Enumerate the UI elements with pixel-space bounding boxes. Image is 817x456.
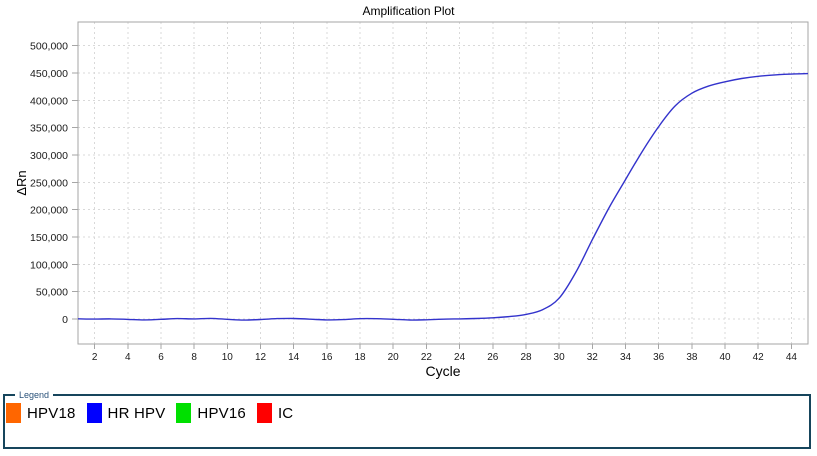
y-tick-label: 450,000 <box>30 68 68 80</box>
x-tick-label: 38 <box>686 352 698 363</box>
chart-title: Amplification Plot <box>362 4 455 18</box>
hpv18-color-swatch <box>6 403 21 423</box>
x-tick-label: 14 <box>288 352 300 363</box>
x-tick-label: 2 <box>92 352 98 363</box>
x-tick-label: 44 <box>786 352 798 363</box>
x-tick-label: 6 <box>158 352 164 363</box>
x-tick-label: 24 <box>454 352 466 363</box>
x-tick-label: 10 <box>222 352 234 363</box>
legend-panel: Legend HPV18 HR HPV HPV16 IC <box>3 390 811 449</box>
legend-item-hpv16: HPV16 <box>176 403 246 423</box>
x-tick-label: 16 <box>321 352 333 363</box>
y-tick-label: 250,000 <box>30 177 68 189</box>
y-tick-label: 400,000 <box>30 95 68 107</box>
legend-item-label: IC <box>277 404 294 422</box>
y-tick-label: 100,000 <box>30 259 68 271</box>
legend-item-hr-hpv: HR HPV <box>86 403 166 423</box>
y-tick-label: 500,000 <box>30 41 68 53</box>
x-tick-label: 26 <box>487 352 499 363</box>
x-tick-label: 4 <box>125 352 131 363</box>
legend-item-label: HR HPV <box>107 404 166 422</box>
x-tick-label: 42 <box>753 352 765 363</box>
x-tick-label: 32 <box>587 352 599 363</box>
hpv16-color-swatch <box>176 403 192 423</box>
ic-color-swatch <box>256 403 272 423</box>
x-tick-label: 28 <box>520 352 532 363</box>
y-tick-label: 50,000 <box>36 287 68 299</box>
x-tick-label: 40 <box>719 352 731 363</box>
y-tick-label: 350,000 <box>30 123 68 135</box>
x-tick-label: 30 <box>554 352 566 363</box>
legend-item-ic: IC <box>256 403 294 423</box>
x-tick-label: 20 <box>388 352 400 363</box>
legend-items-row: HPV18 HR HPV HPV16 IC <box>5 396 809 423</box>
plot-frame <box>77 21 809 345</box>
hr-hpv-color-swatch <box>86 403 102 423</box>
y-tick-label: 0 <box>62 314 68 326</box>
y-tick-label: 300,000 <box>30 150 68 162</box>
plot-area[interactable]: 0 50,000 100,000 150,000 200,000 250,000 300,0… <box>0 0 817 388</box>
y-tick-label: 200,000 <box>30 205 68 217</box>
legend-item-label: HPV16 <box>197 404 246 422</box>
legend-item-hpv18: HPV18 <box>6 403 76 423</box>
x-tick-label: 12 <box>255 352 267 363</box>
x-tick-label: 18 <box>354 352 366 363</box>
x-tick-label: 36 <box>653 352 665 363</box>
amplification-curve <box>77 72 809 321</box>
legend-panel-title: Legend <box>15 390 54 400</box>
x-tick-label: 34 <box>620 352 632 363</box>
x-tick-label: 22 <box>421 352 433 363</box>
y-tick-label: 150,000 <box>30 232 68 244</box>
y-axis-title: ΔRn <box>14 170 29 196</box>
legend-item-label: HPV18 <box>27 404 76 422</box>
x-axis-title: Cycle <box>425 363 461 379</box>
x-tick-label: 8 <box>191 352 197 363</box>
